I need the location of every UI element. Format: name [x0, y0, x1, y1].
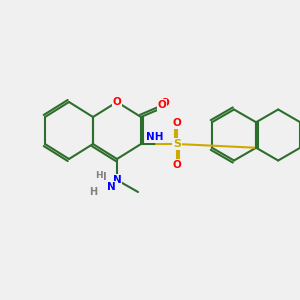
Text: NH: NH	[146, 131, 163, 142]
Text: O: O	[172, 160, 182, 170]
Text: O: O	[158, 100, 166, 110]
Text: H: H	[89, 187, 97, 197]
Text: N: N	[106, 182, 116, 193]
Text: O: O	[112, 97, 122, 107]
Text: H: H	[95, 171, 103, 180]
Text: S: S	[173, 139, 181, 149]
Text: O: O	[172, 118, 182, 128]
Text: O: O	[160, 98, 169, 109]
Text: N: N	[112, 175, 122, 185]
Text: H: H	[98, 172, 106, 182]
